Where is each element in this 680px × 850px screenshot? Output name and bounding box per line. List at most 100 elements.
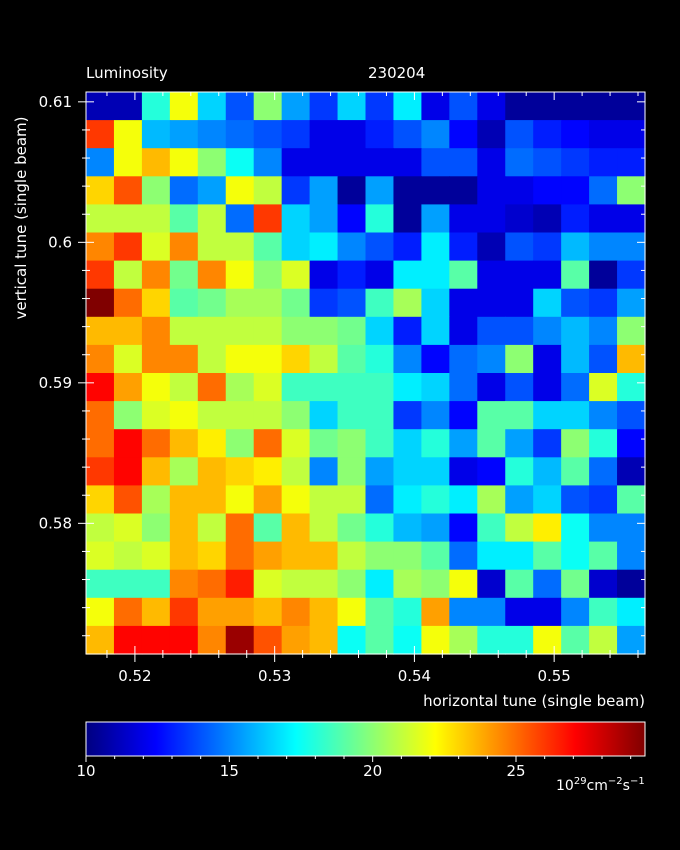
heatmap-cell: [533, 204, 562, 234]
heatmap-cell: [113, 401, 143, 430]
heatmap-cell: [421, 625, 450, 655]
heatmap-cell: [169, 148, 199, 177]
heatmap-cell: [309, 625, 339, 655]
heatmap-cell: [617, 92, 646, 121]
heatmap-cell: [169, 457, 199, 486]
heatmap-cell: [505, 569, 534, 599]
heatmap-cell: [477, 401, 506, 430]
heatmap-cell: [477, 625, 506, 655]
heatmap-cell: [281, 513, 311, 543]
heatmap-cell: [309, 288, 339, 318]
heatmap-cell: [197, 260, 227, 290]
heatmap-cell: [589, 92, 618, 121]
colorbar-ticks: [85, 756, 632, 762]
heatmap-cell: [113, 485, 143, 515]
heatmap-cell: [197, 120, 227, 149]
heatmap-cell: [365, 232, 395, 262]
heatmap-cell: [253, 541, 283, 571]
heatmap-cell: [169, 260, 199, 290]
heatmap-cell: [86, 176, 115, 205]
heatmap-cell: [393, 120, 422, 149]
heatmap-cell: [225, 625, 255, 655]
heatmap-cell: [449, 597, 478, 627]
heatmap-cell: [169, 344, 199, 374]
y-tick-label: 0.58: [39, 514, 72, 532]
heatmap-cell: [225, 429, 255, 458]
heatmap-cell: [449, 429, 478, 458]
heatmap-cell: [281, 148, 311, 177]
heatmap-cell: [141, 92, 171, 121]
heatmap-cell: [86, 569, 115, 599]
heatmap-cell: [449, 120, 478, 149]
heatmap-cell: [337, 597, 367, 627]
heatmap-cell: [421, 316, 450, 346]
heatmap-cell: [365, 457, 395, 486]
heatmap-cell: [141, 260, 171, 290]
x-tick-label: 0.53: [258, 667, 291, 685]
heatmap-cell: [113, 176, 143, 205]
heatmap-cell: [253, 260, 283, 290]
heatmap-cell: [505, 204, 534, 234]
heatmap-cell: [169, 541, 199, 571]
heatmap-cell: [393, 176, 422, 205]
heatmap-cell: [86, 344, 115, 374]
heatmap-cell: [141, 569, 171, 599]
heatmap-cell: [309, 401, 339, 430]
heatmap-cell: [337, 373, 367, 402]
heatmap-cell: [533, 92, 562, 121]
heatmap-cell: [561, 569, 590, 599]
heatmap-cell: [225, 148, 255, 177]
heatmap-cell: [617, 625, 646, 655]
heatmap-cell: [86, 120, 115, 149]
heatmap-cell: [197, 429, 227, 458]
heatmap-cell: [365, 429, 395, 458]
heatmap-cell: [141, 541, 171, 571]
heatmap-cell: [393, 513, 422, 543]
heatmap-cell: [421, 232, 450, 262]
heatmap-cell: [169, 401, 199, 430]
heatmap-cell: [449, 401, 478, 430]
heatmap-cell: [561, 513, 590, 543]
heatmap-cell: [561, 429, 590, 458]
heatmap-cell: [365, 260, 395, 290]
heatmap-cell: [421, 373, 450, 402]
heatmap-cell: [477, 513, 506, 543]
heatmap-cell: [169, 92, 199, 121]
heatmap-cell: [477, 569, 506, 599]
heatmap-cell: [617, 401, 646, 430]
heatmap-cell: [337, 513, 367, 543]
heatmap-cell: [337, 457, 367, 486]
heatmap-cell: [477, 457, 506, 486]
heatmap-cell: [225, 204, 255, 234]
heatmap-cell: [477, 429, 506, 458]
heatmap-cell: [533, 429, 562, 458]
heatmap-cell: [309, 569, 339, 599]
heatmap-cell: [365, 373, 395, 402]
heatmap-cell: [281, 625, 311, 655]
heatmap-cell: [449, 176, 478, 205]
heatmap-cell: [253, 457, 283, 486]
heatmap-cell: [561, 625, 590, 655]
heatmap-cell: [449, 373, 478, 402]
heatmap-cell: [561, 401, 590, 430]
heatmap-cell: [561, 120, 590, 149]
x-tick-label: 0.54: [398, 667, 431, 685]
heatmap-cell: [86, 485, 115, 515]
heatmap-cell: [589, 401, 618, 430]
heatmap-cell: [309, 260, 339, 290]
chart-title: Luminosity: [86, 64, 168, 82]
heatmap-cell: [393, 401, 422, 430]
heatmap-cell: [309, 148, 339, 177]
heatmap-cell: [225, 513, 255, 543]
heatmap-cell: [197, 625, 227, 655]
heatmap-cell: [617, 288, 646, 318]
heatmap-cell: [477, 176, 506, 205]
heatmap-cell: [365, 176, 395, 205]
heatmap-cell: [449, 485, 478, 515]
heatmap-cell: [365, 204, 395, 234]
heatmap-cell: [225, 485, 255, 515]
heatmap-cell: [309, 204, 339, 234]
heatmap-cell: [533, 148, 562, 177]
heatmap-cell: [141, 625, 171, 655]
